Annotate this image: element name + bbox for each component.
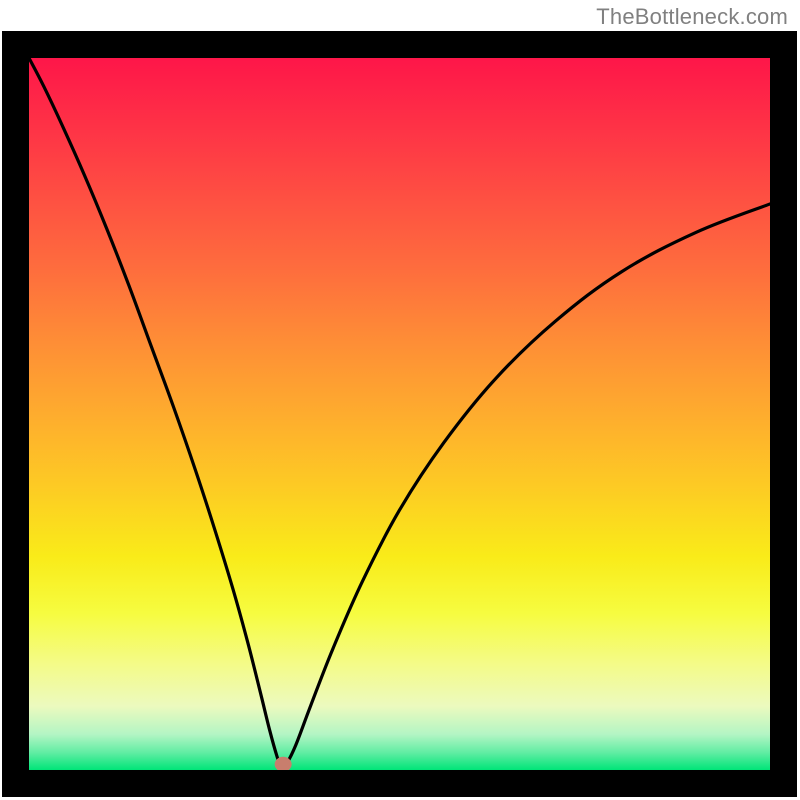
plot-area — [29, 58, 770, 770]
frame-border-right — [770, 31, 797, 797]
frame-border-top — [2, 31, 797, 58]
bottleneck-curve — [29, 58, 770, 770]
chart-frame: TheBottleneck.com — [0, 0, 800, 800]
frame-border-left — [2, 31, 29, 797]
curve-min-marker — [275, 757, 291, 770]
frame-border-bottom — [2, 770, 797, 797]
curve-path — [29, 58, 770, 766]
watermark-text: TheBottleneck.com — [596, 4, 788, 30]
